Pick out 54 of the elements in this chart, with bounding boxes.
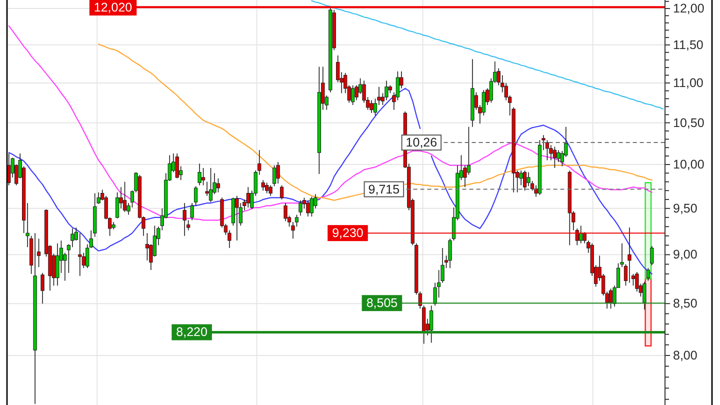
candlestick [175, 153, 179, 179]
candlestick [268, 184, 272, 196]
candlestick [298, 200, 302, 216]
candlestick [384, 80, 388, 101]
candlestick [351, 84, 355, 106]
candlestick [430, 305, 434, 344]
ref-line-label: 8,505 [366, 296, 398, 310]
candlestick [205, 181, 209, 196]
candlestick [642, 281, 646, 310]
candlestick [194, 186, 198, 206]
ref-line-label: 9,715 [368, 182, 400, 196]
y-tick-label: 11,00 [673, 76, 704, 90]
candlestick [56, 242, 60, 286]
candlestick [306, 200, 310, 217]
candlestick [579, 225, 583, 244]
candlestick [182, 202, 186, 236]
candlestick [370, 100, 374, 114]
ref-line-label: 9,230 [332, 226, 364, 240]
candlestick [552, 146, 557, 168]
candlestick [190, 202, 194, 221]
candlestick [310, 196, 314, 217]
y-tick-label: 10,00 [673, 158, 704, 172]
y-tick-label: 9,00 [673, 248, 698, 262]
candlestick [280, 184, 284, 200]
candlestick [246, 186, 250, 208]
candlestick [265, 182, 269, 194]
candlestick [522, 170, 527, 191]
candlestick [646, 268, 650, 282]
line-series [311, 0, 664, 110]
candlestick [78, 232, 82, 276]
ref-line-label: 10,26 [406, 136, 438, 150]
candlestick [261, 180, 265, 191]
candlestick [198, 163, 202, 186]
y-tick-label: 12,00 [673, 2, 704, 16]
candlestick [526, 172, 530, 187]
ref-line-label: 8,220 [176, 325, 208, 340]
candlestick [608, 288, 613, 310]
candlestick [628, 227, 632, 284]
y-tick-label: 11,50 [673, 38, 704, 52]
candlestick [201, 168, 206, 186]
candlestick [216, 178, 220, 193]
y-tick-label: 9,50 [673, 201, 698, 216]
candlestick [122, 181, 127, 212]
y-tick-label: 8,50 [673, 296, 698, 311]
y-tick-label: 10,50 [673, 116, 704, 130]
candlestick [276, 162, 280, 184]
y-tick-label: 8,00 [673, 348, 698, 362]
candlestick [40, 272, 44, 304]
candlestick [650, 246, 654, 266]
candlestick [70, 228, 74, 248]
ref-line-label: 12,020 [94, 0, 132, 14]
candlestick [272, 164, 276, 187]
candlestick [235, 195, 239, 241]
candlestick [208, 168, 213, 203]
